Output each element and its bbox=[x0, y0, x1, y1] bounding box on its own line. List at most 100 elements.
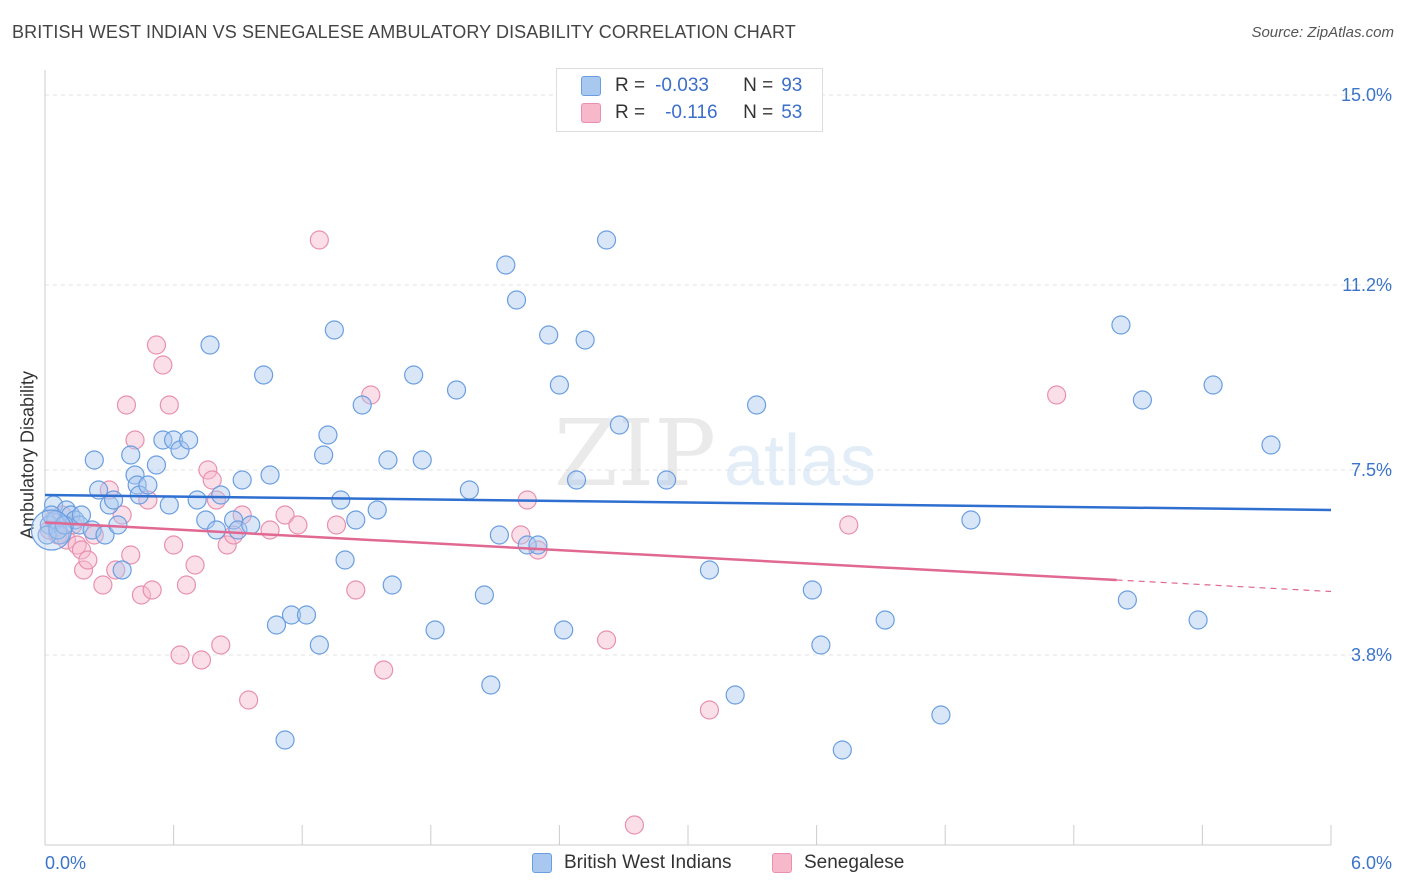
data-point bbox=[699, 700, 720, 720]
data-point bbox=[575, 330, 595, 350]
data-point bbox=[609, 415, 630, 435]
data-point bbox=[288, 515, 308, 535]
trend-line-british-west-indians bbox=[44, 493, 1332, 512]
data-point bbox=[318, 425, 338, 445]
data-point bbox=[196, 510, 216, 530]
data-point bbox=[187, 490, 207, 510]
data-point bbox=[164, 430, 184, 450]
data-point bbox=[211, 485, 231, 505]
data-point bbox=[191, 650, 212, 670]
data-point bbox=[176, 575, 197, 595]
data-point bbox=[474, 585, 494, 605]
data-point bbox=[84, 450, 104, 470]
y-tick-label: 15.0% bbox=[1341, 85, 1392, 105]
data-point bbox=[802, 580, 822, 600]
data-point bbox=[481, 675, 501, 695]
data-point bbox=[93, 575, 113, 595]
data-point bbox=[624, 815, 645, 835]
data-point bbox=[528, 535, 548, 555]
data-point bbox=[266, 615, 287, 635]
tick-labels: 3.8% 7.5% 11.2% 15.0% 0.0% 6.0% bbox=[45, 85, 1392, 873]
data-point bbox=[566, 470, 587, 490]
data-point bbox=[746, 395, 767, 415]
data-point bbox=[539, 325, 559, 345]
n-value: 93 bbox=[781, 75, 803, 96]
data-point bbox=[367, 500, 387, 520]
data-point bbox=[1117, 590, 1137, 610]
stats-row-british-west-indians: R = -0.033 N = 93 bbox=[581, 74, 802, 98]
data-point bbox=[324, 320, 344, 340]
data-point bbox=[331, 490, 351, 510]
r-label: R = bbox=[615, 75, 646, 96]
blue-swatch bbox=[581, 76, 601, 96]
data-point bbox=[549, 375, 570, 395]
data-point bbox=[211, 635, 231, 655]
data-point bbox=[116, 395, 137, 415]
watermark-zip: ZIP bbox=[554, 400, 716, 507]
senegalese-points bbox=[39, 230, 1067, 835]
data-point bbox=[159, 395, 179, 415]
data-point bbox=[217, 535, 237, 555]
x-tick-label: 6.0% bbox=[1351, 853, 1392, 873]
data-point bbox=[241, 515, 261, 535]
data-point bbox=[489, 525, 509, 545]
grid-lines bbox=[45, 94, 1392, 656]
r-label: R = bbox=[615, 102, 646, 123]
data-point bbox=[656, 470, 677, 490]
data-point-cluster bbox=[30, 509, 73, 551]
data-point bbox=[446, 380, 467, 400]
data-point bbox=[699, 560, 720, 580]
chart-title: BRITISH WEST INDIAN VS SENEGALESE AMBULA… bbox=[12, 22, 796, 42]
n-label: N = bbox=[743, 75, 774, 96]
data-point bbox=[159, 495, 179, 515]
data-point bbox=[1203, 375, 1223, 395]
data-point bbox=[1047, 385, 1067, 405]
source-label: Source: ZipAtlas.com bbox=[1251, 24, 1394, 41]
legend-item-british-west-indians[interactable]: British West Indians bbox=[532, 852, 732, 874]
data-point bbox=[260, 465, 280, 485]
data-point bbox=[121, 445, 141, 465]
data-point bbox=[309, 635, 329, 655]
data-point bbox=[404, 365, 424, 385]
legend-item-senegalese[interactable]: Senegalese bbox=[772, 852, 904, 874]
blue-swatch bbox=[532, 853, 552, 873]
data-point bbox=[412, 450, 432, 470]
data-point bbox=[346, 580, 366, 600]
data-point bbox=[206, 520, 227, 540]
data-point bbox=[326, 515, 347, 535]
data-point bbox=[146, 455, 167, 475]
data-point bbox=[239, 690, 259, 710]
data-point bbox=[146, 335, 167, 355]
data-point bbox=[811, 635, 831, 655]
n-value: 53 bbox=[781, 102, 803, 123]
watermark: ZIP atlas bbox=[554, 400, 876, 507]
x-tick-label: 0.0% bbox=[45, 853, 86, 873]
data-point bbox=[37, 525, 57, 545]
data-point bbox=[875, 610, 895, 630]
data-point bbox=[459, 480, 479, 500]
data-point bbox=[335, 550, 355, 570]
legend-label: British West Indians bbox=[564, 852, 732, 873]
data-point bbox=[296, 605, 317, 625]
data-point bbox=[725, 685, 745, 705]
data-point bbox=[125, 430, 145, 450]
series-legend: British West Indians Senegalese bbox=[0, 852, 1406, 878]
axes bbox=[44, 70, 1332, 846]
data-point bbox=[260, 520, 280, 540]
data-point bbox=[142, 580, 162, 600]
data-point bbox=[931, 705, 951, 725]
data-point bbox=[112, 505, 132, 525]
data-point bbox=[596, 630, 617, 650]
r-value: -0.033 bbox=[655, 75, 709, 96]
legend-label: Senegalese bbox=[804, 852, 905, 873]
stats-legend: R = -0.033 N = 93 R = -0.116 N = 53 bbox=[556, 68, 823, 132]
data-point bbox=[228, 520, 248, 540]
data-point bbox=[232, 470, 252, 490]
data-point bbox=[138, 475, 158, 495]
data-point bbox=[832, 740, 852, 760]
r-value: -0.116 bbox=[665, 102, 718, 123]
data-point bbox=[153, 355, 173, 375]
data-point bbox=[121, 545, 141, 565]
y-tick-label: 11.2% bbox=[1342, 275, 1392, 295]
